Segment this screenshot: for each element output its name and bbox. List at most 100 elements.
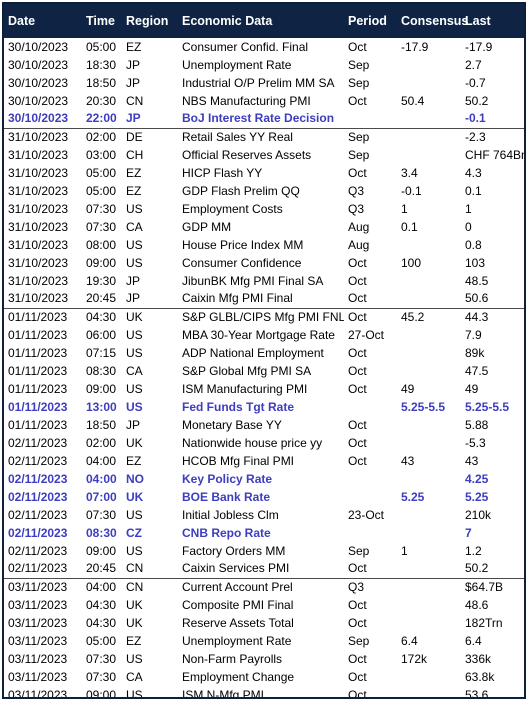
cell-region: CA	[126, 669, 143, 684]
cell-period: Oct	[348, 417, 367, 432]
cell-last: -2.3	[461, 127, 524, 146]
cell-economic-data: Initial Jobless Clm	[182, 507, 279, 522]
cell-region: EZ	[126, 39, 142, 54]
cell-period: Q3	[344, 577, 397, 596]
table-row: 01/11/2023 09:00 US ISM Manufacturing PMI Oc…	[4, 380, 524, 398]
cell-time: 09:00	[86, 543, 117, 558]
cell-time: 19:30	[86, 273, 117, 288]
cell-consensus: 49	[401, 381, 415, 396]
cell-time: 04:00	[86, 453, 117, 468]
cell-time: 20:45	[86, 561, 117, 576]
table-row: 02/11/2023 07:00 UK BOE Bank Rate 5.25 5.25	[4, 488, 524, 506]
cell-consensus	[397, 686, 461, 697]
cell-period: Oct	[348, 273, 367, 288]
cell-region: CH	[126, 147, 144, 162]
header-last: Last	[465, 14, 491, 28]
cell-economic-data: JibunBK Mfg PMI Final SA	[182, 273, 324, 288]
cell-region: JP	[126, 291, 141, 306]
cell-consensus	[397, 56, 461, 74]
cell-region: US	[126, 651, 143, 666]
cell-consensus: 50.4	[401, 93, 425, 108]
cell-date: 01/11/2023	[8, 399, 68, 414]
cell-economic-data: NBS Manufacturing PMI	[182, 93, 311, 108]
table-row: 03/11/2023 04:30 UK Composite PMI Final Oct 4…	[4, 596, 524, 614]
cell-region: US	[126, 543, 143, 558]
cell-economic-data: HICP Flash YY	[182, 165, 263, 180]
cell-time: 20:30	[86, 93, 117, 108]
table-body: 30/10/2023 05:00 EZ Consumer Confid. Final O…	[4, 38, 526, 699]
cell-last: 1	[465, 201, 472, 216]
cell-region: JP	[126, 75, 141, 90]
cell-last: 210k	[465, 507, 492, 522]
cell-consensus	[397, 326, 461, 344]
cell-time: 04:30	[86, 597, 117, 612]
cell-consensus: 45.2	[397, 307, 461, 326]
cell-region: EZ	[126, 633, 142, 648]
cell-consensus	[397, 362, 461, 380]
cell-region: CN	[126, 93, 144, 108]
cell-time: 18:50	[86, 417, 117, 432]
cell-time: 05:00	[86, 39, 117, 54]
table-row: 31/10/2023 05:00 EZ HICP Flash YY Oct 3.4 4.3	[4, 164, 524, 182]
table-row: 31/10/2023 08:00 US House Price Index MM Aug…	[4, 236, 524, 254]
cell-consensus	[397, 524, 461, 542]
cell-consensus	[397, 74, 461, 92]
cell-time: 08:30	[86, 525, 117, 540]
cell-date: 30/10/2023	[8, 93, 69, 108]
cell-consensus: 1	[401, 543, 408, 558]
header-row: Date Time Region Economic Data Period Co…	[4, 4, 524, 38]
header-time: Time	[86, 14, 115, 28]
cell-economic-data: ISM Manufacturing PMI	[182, 381, 308, 396]
cell-economic-data: Unemployment Rate	[182, 57, 292, 72]
table-row: 01/11/2023 07:15 US ADP National Employment…	[4, 344, 524, 362]
cell-date: 31/10/2023	[8, 165, 69, 180]
cell-period: Oct	[348, 561, 367, 576]
cell-period: Oct	[348, 165, 367, 180]
cell-last: -17.9	[465, 39, 493, 54]
table-row: 31/10/2023 07:30 US Employment Costs Q3 1 1	[4, 200, 524, 218]
cell-date: 31/10/2023	[8, 255, 69, 270]
cell-period	[344, 524, 397, 542]
cell-date: 03/11/2023	[8, 669, 68, 684]
cell-consensus	[397, 146, 461, 164]
cell-period: Oct	[348, 669, 367, 684]
cell-last: 4.25	[465, 471, 489, 486]
cell-economic-data: Caixin Mfg PMI Final	[182, 291, 293, 306]
cell-consensus: 5.25-5.5	[401, 399, 446, 414]
cell-last: 48.6	[465, 597, 489, 612]
table-row: 03/11/2023 04:00 CN Current Account Prel Q3 $…	[4, 577, 524, 596]
cell-last: 103	[465, 255, 486, 270]
cell-last: 5.25	[465, 489, 489, 504]
table-row: 01/11/2023 13:00 US Fed Funds Tgt Rate 5.25-…	[4, 398, 524, 416]
cell-time: 07:30	[86, 219, 117, 234]
cell-economic-data: House Price Index MM	[182, 237, 304, 252]
cell-economic-data: Official Reserves Assets	[182, 147, 312, 162]
cell-time: 07:00	[86, 489, 117, 504]
cell-date: 03/11/2023	[8, 615, 68, 630]
cell-date: 03/11/2023	[8, 633, 68, 648]
cell-last: CHF 764Bn	[465, 147, 526, 162]
cell-region: US	[126, 687, 143, 699]
cell-date: 30/10/2023	[8, 75, 69, 90]
cell-period: Oct	[348, 345, 367, 360]
cell-last: 48.5	[465, 273, 489, 288]
cell-time: 13:00	[86, 399, 117, 414]
cell-last: -5.3	[465, 435, 486, 450]
cell-period: Oct	[348, 291, 367, 306]
cell-date: 31/10/2023	[8, 147, 69, 162]
cell-region: US	[126, 507, 143, 522]
cell-period	[344, 110, 397, 128]
cell-consensus	[397, 344, 461, 362]
cell-last: 43	[465, 453, 479, 468]
cell-period: Oct	[348, 363, 367, 378]
cell-time: 08:00	[86, 237, 117, 252]
cell-last: 6.4	[465, 633, 482, 648]
cell-period: Oct	[348, 651, 367, 666]
cell-date: 03/11/2023	[8, 651, 68, 666]
cell-time: 22:00	[86, 111, 117, 126]
table-row: 30/10/2023 22:00 JP BoJ Interest Rate Decis…	[4, 110, 524, 128]
cell-region: JP	[126, 111, 141, 126]
cell-economic-data: Employment Change	[182, 669, 295, 684]
cell-last: 50.2	[465, 561, 489, 576]
cell-last: 2.7	[465, 57, 482, 72]
